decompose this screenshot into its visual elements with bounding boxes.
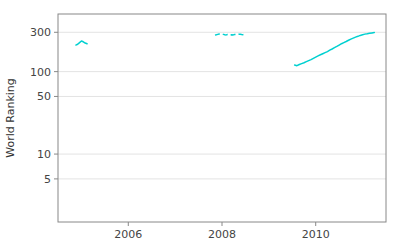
y-tick (54, 154, 58, 155)
y-tick-label: 300 (30, 26, 51, 39)
plot-frame (58, 14, 386, 222)
page: {"chart_data": { "type": "line", "log": … (0, 0, 400, 250)
y-tick-label: 50 (37, 90, 51, 103)
grid (58, 32, 386, 179)
chart: 5 10 50 100 300 2006 2008 2010 World Ranking (0, 0, 400, 250)
y-tick-label: 10 (37, 148, 51, 161)
y-tick (54, 178, 58, 179)
plot-area (76, 33, 374, 66)
axes: 5 10 50 100 300 2006 2008 2010 (30, 26, 330, 241)
grid-line (58, 32, 386, 33)
y-tick-label: 5 (44, 173, 51, 186)
y-tick (54, 96, 58, 97)
line (295, 33, 375, 66)
grid-line (58, 154, 386, 155)
x-tick-label: 2008 (208, 228, 236, 241)
x-tick-label: 2006 (114, 228, 142, 241)
x-tick-label: 2010 (302, 228, 330, 241)
y-tick (54, 32, 58, 33)
line (215, 34, 245, 35)
x-tick (128, 222, 129, 226)
grid-line (58, 178, 386, 179)
x-tick (315, 222, 316, 226)
y-tick (54, 71, 58, 72)
line (76, 41, 87, 45)
x-tick (222, 222, 223, 226)
grid-line (58, 96, 386, 97)
y-axis-label: World Ranking (4, 78, 17, 158)
y-tick-label: 100 (30, 66, 51, 79)
grid-line (58, 71, 386, 72)
